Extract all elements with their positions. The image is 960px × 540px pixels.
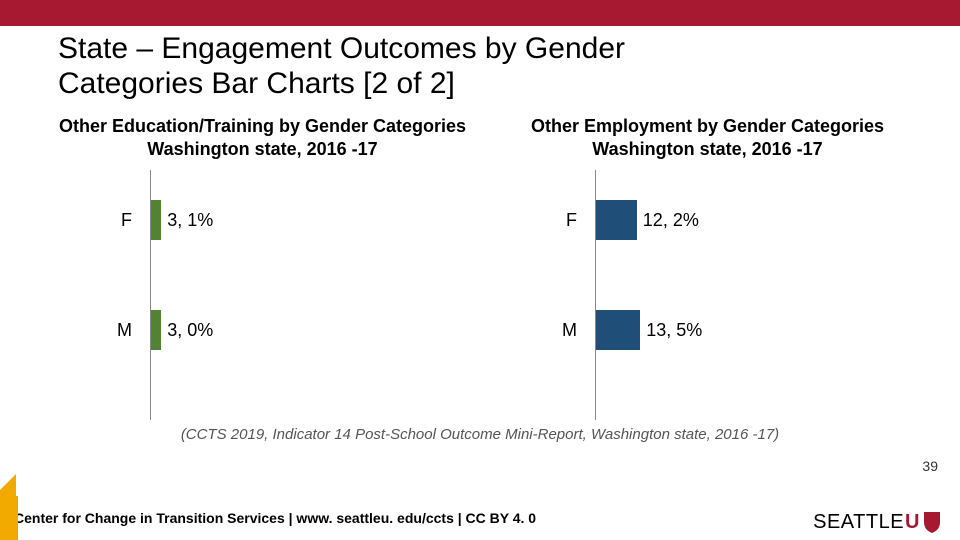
bar — [596, 200, 637, 240]
seattleu-logo: SEATTLE U — [813, 510, 942, 534]
bar-value-label: 13, 5% — [646, 320, 702, 341]
category-label: M — [495, 320, 577, 341]
chart-left-title-2: Washington state, 2016 -17 — [147, 139, 377, 159]
charts-container: Other Education/Training by Gender Categ… — [0, 109, 960, 420]
chart-left-title-1: Other Education/Training by Gender Categ… — [59, 116, 466, 136]
logo-text-u: U — [905, 511, 920, 534]
chart-right-title-2: Washington state, 2016 -17 — [592, 139, 822, 159]
title-line-2: Categories Bar Charts [2 of 2] — [58, 67, 455, 100]
footer-accent-block — [0, 496, 18, 540]
bar — [151, 310, 161, 350]
category-label: F — [50, 210, 132, 231]
category-label: M — [50, 320, 132, 341]
footer: Center for Change in Transition Services… — [0, 496, 960, 540]
citation-text: (CCTS 2019, Indicator 14 Post-School Out… — [0, 420, 960, 443]
bar-value-label: 3, 1% — [167, 210, 213, 231]
chart-right-title: Other Employment by Gender Categories Wa… — [485, 115, 930, 170]
chart-left-title: Other Education/Training by Gender Categ… — [40, 115, 485, 170]
footer-text: Center for Change in Transition Services… — [0, 510, 536, 526]
bar-value-label: 3, 0% — [167, 320, 213, 341]
chart-right-title-1: Other Employment by Gender Categories — [531, 116, 884, 136]
bar-value-label: 12, 2% — [643, 210, 699, 231]
chart-right-plot: F 12, 2% M 13, 5% — [495, 170, 920, 420]
bar — [151, 200, 161, 240]
page-number: 39 — [922, 458, 938, 474]
logo-text-seattle: SEATTLE — [813, 511, 904, 534]
chart-left-plot: F 3, 1% M 3, 0% — [50, 170, 475, 420]
chart-right: Other Employment by Gender Categories Wa… — [485, 115, 930, 420]
top-accent-band — [0, 0, 960, 26]
shield-icon — [922, 510, 942, 534]
title-line-1: State – Engagement Outcomes by Gender — [58, 32, 625, 65]
footer-accent-triangle — [0, 474, 16, 496]
bar — [596, 310, 640, 350]
category-label: F — [495, 210, 577, 231]
slide-title: State – Engagement Outcomes by Gender Ca… — [0, 26, 960, 109]
chart-left: Other Education/Training by Gender Categ… — [40, 115, 485, 420]
